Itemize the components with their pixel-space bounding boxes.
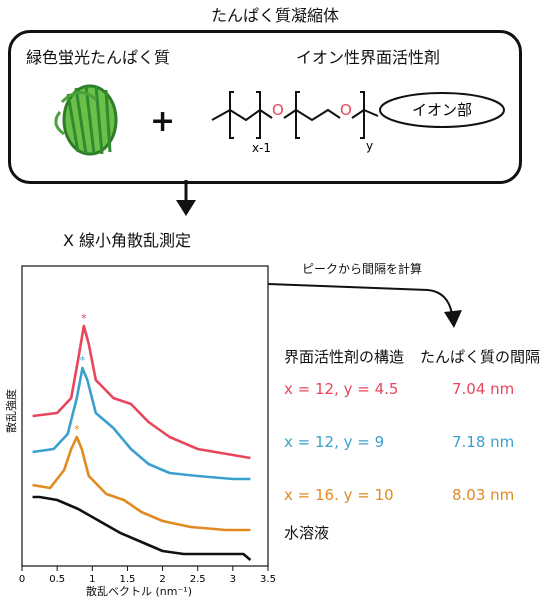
plus-sign: + xyxy=(150,104,176,139)
saxs-chart: 0 0.5 1 1.5 2 2.5 3 3.5 * * * xyxy=(19,265,276,585)
series-line-0 xyxy=(32,324,251,460)
peak-marker-1: * xyxy=(80,354,86,367)
x-tick-label-2: 1 xyxy=(89,574,95,585)
curved-arrow-icon xyxy=(268,283,462,328)
row-structure-1: x = 12, y = 4.5 xyxy=(284,380,399,398)
x-axis-label: 散乱ベクトル (nm⁻¹) xyxy=(86,585,192,598)
row-spacing-1: 7.04 nm xyxy=(452,380,515,398)
protein-label: 緑色蛍光たんぱく質 xyxy=(26,48,171,67)
x-tick-label-0: 0 xyxy=(19,574,25,585)
row-structure-2: x = 12, y = 9 xyxy=(284,433,385,451)
row-structure-3: x = 16. y = 10 xyxy=(284,486,394,504)
components-box xyxy=(8,30,522,184)
surfactant-formula: O O x-1 y イオン部 xyxy=(211,91,505,155)
condensate-title: たんぱく質凝縮体 xyxy=(210,6,339,25)
subscript-x: x-1 xyxy=(252,141,271,155)
peak-marker-2: * xyxy=(74,423,80,436)
peak-marker-0: * xyxy=(81,312,87,325)
oxygen-1: O xyxy=(272,101,284,119)
x-tick-label-5: 2.5 xyxy=(190,574,206,585)
ion-head-label: イオン部 xyxy=(412,101,472,119)
x-tick-label-1: 0.5 xyxy=(49,574,65,585)
water-label: 水溶液 xyxy=(284,524,330,542)
gfp-protein-image xyxy=(54,84,118,156)
surfactant-label: イオン性界面活性剤 xyxy=(296,48,441,67)
x-tick-label-6: 3 xyxy=(230,574,236,585)
plot-frame xyxy=(21,265,269,567)
bracket-right-open xyxy=(295,91,300,139)
bracket-right-close xyxy=(360,91,365,139)
series-line-1 xyxy=(32,366,251,481)
series-line-2 xyxy=(32,435,251,532)
x-tick-label-7: 3.5 xyxy=(260,574,276,585)
x-tick-label-4: 2 xyxy=(159,574,165,585)
bracket-left-open xyxy=(229,91,234,139)
spacing-header: たんぱく質の間隔 xyxy=(420,348,541,366)
down-arrow-icon xyxy=(176,180,196,216)
structure-header: 界面活性剤の構造 xyxy=(284,348,405,366)
series-line-3 xyxy=(32,495,252,561)
y-axis-label: 散乱強度 xyxy=(5,389,18,433)
measurement-label: X 線小角散乱測定 xyxy=(63,231,192,250)
oxygen-2: O xyxy=(340,101,352,119)
bracket-left-close xyxy=(256,91,261,139)
row-spacing-2: 7.18 nm xyxy=(452,433,515,451)
x-tick-label-3: 1.5 xyxy=(119,574,135,585)
arrow-note: ピークから間隔を計算 xyxy=(302,262,423,276)
subscript-y: y xyxy=(366,139,373,153)
row-spacing-3: 8.03 nm xyxy=(452,486,515,504)
